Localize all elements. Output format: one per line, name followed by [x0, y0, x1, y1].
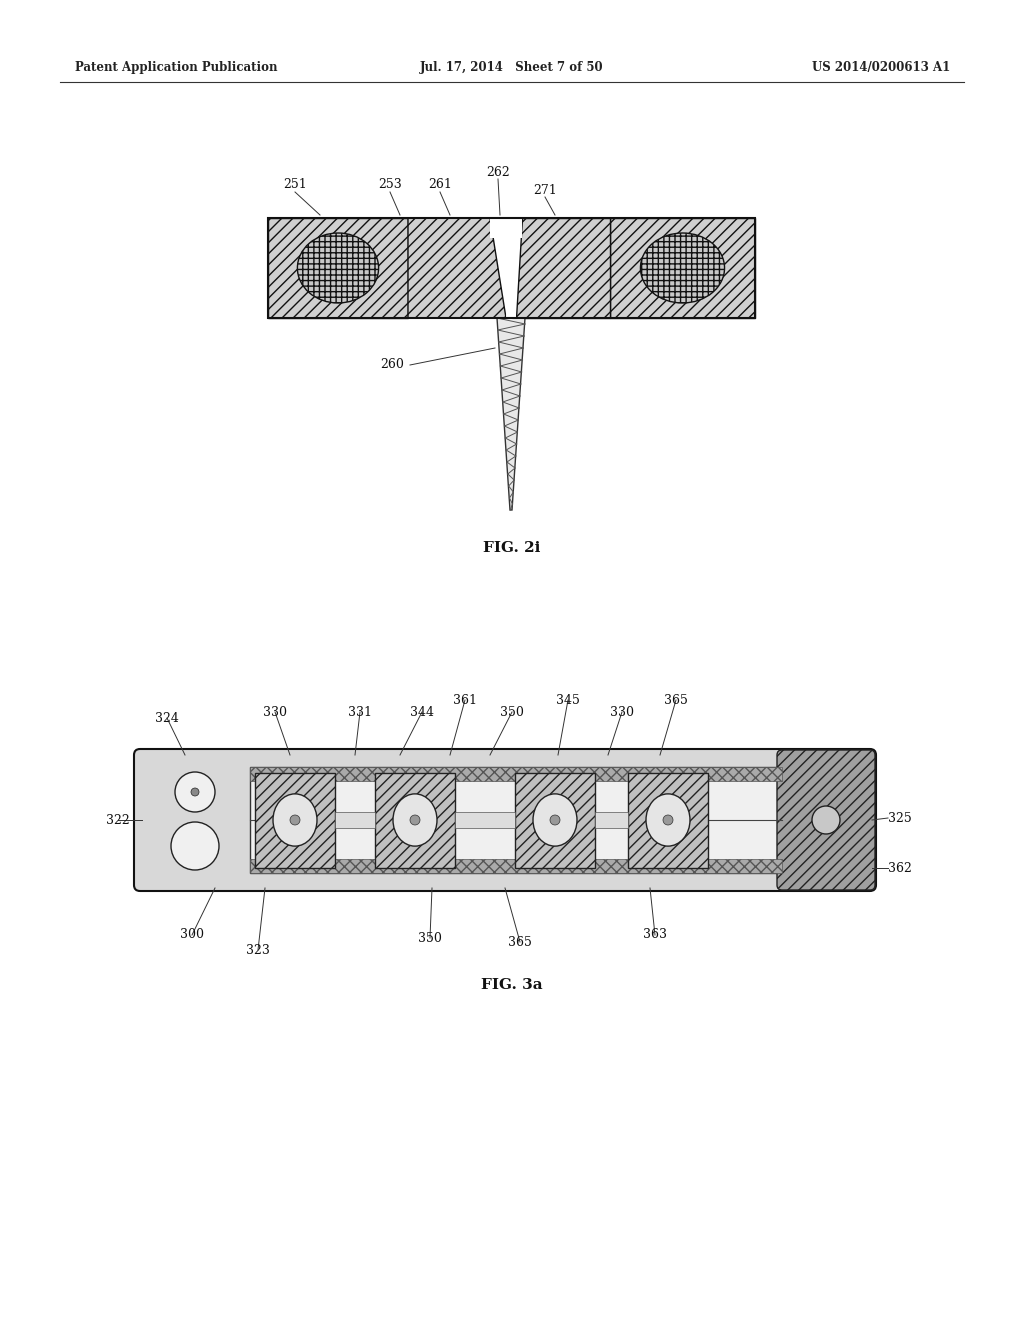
Text: 253: 253 [378, 178, 401, 191]
Bar [490, 218, 522, 238]
Bar [515, 774, 595, 869]
Bar [250, 767, 782, 873]
Bar [268, 218, 755, 318]
Circle shape [812, 807, 840, 834]
Text: FIG. 3a: FIG. 3a [481, 978, 543, 993]
Ellipse shape [534, 793, 577, 846]
Circle shape [290, 814, 300, 825]
Bar [455, 812, 515, 828]
Circle shape [191, 788, 199, 796]
Text: 324: 324 [155, 711, 179, 725]
Text: 345: 345 [556, 693, 580, 706]
Polygon shape [497, 318, 525, 510]
Ellipse shape [273, 793, 317, 846]
Bar [375, 774, 455, 869]
Ellipse shape [640, 234, 725, 304]
Bar [610, 218, 755, 318]
Bar [628, 774, 708, 869]
Circle shape [175, 772, 215, 812]
Text: 362: 362 [888, 862, 912, 874]
Bar [335, 812, 375, 828]
Bar [255, 774, 335, 869]
Polygon shape [506, 238, 516, 319]
Text: 330: 330 [263, 705, 287, 718]
FancyBboxPatch shape [777, 750, 874, 890]
Text: 262: 262 [486, 165, 510, 178]
Text: 363: 363 [643, 928, 667, 941]
Bar [250, 767, 782, 781]
Text: 361: 361 [453, 693, 477, 706]
Text: 350: 350 [418, 932, 442, 945]
Text: 344: 344 [410, 705, 434, 718]
FancyBboxPatch shape [134, 748, 876, 891]
Ellipse shape [297, 234, 379, 304]
Circle shape [663, 814, 673, 825]
Text: 365: 365 [508, 936, 531, 949]
Text: FIG. 2i: FIG. 2i [483, 541, 541, 554]
Text: 323: 323 [246, 944, 270, 957]
Polygon shape [516, 218, 610, 318]
Polygon shape [408, 218, 506, 318]
Bar [268, 218, 408, 318]
Bar [250, 859, 782, 873]
Text: 331: 331 [348, 705, 372, 718]
Bar [595, 812, 628, 828]
Text: 251: 251 [283, 178, 307, 191]
Circle shape [410, 814, 420, 825]
Text: 350: 350 [500, 705, 524, 718]
Circle shape [550, 814, 560, 825]
Text: US 2014/0200613 A1: US 2014/0200613 A1 [812, 62, 950, 74]
Ellipse shape [646, 793, 690, 846]
Text: 365: 365 [664, 693, 688, 706]
Circle shape [171, 822, 219, 870]
Text: 322: 322 [106, 813, 130, 826]
Text: 260: 260 [380, 359, 403, 371]
Text: 261: 261 [428, 178, 452, 191]
Ellipse shape [393, 793, 437, 846]
Text: 330: 330 [610, 705, 634, 718]
Text: 325: 325 [888, 812, 911, 825]
Text: Jul. 17, 2014   Sheet 7 of 50: Jul. 17, 2014 Sheet 7 of 50 [420, 62, 604, 74]
Text: Patent Application Publication: Patent Application Publication [75, 62, 278, 74]
Text: 300: 300 [180, 928, 204, 941]
Text: 271: 271 [534, 183, 557, 197]
